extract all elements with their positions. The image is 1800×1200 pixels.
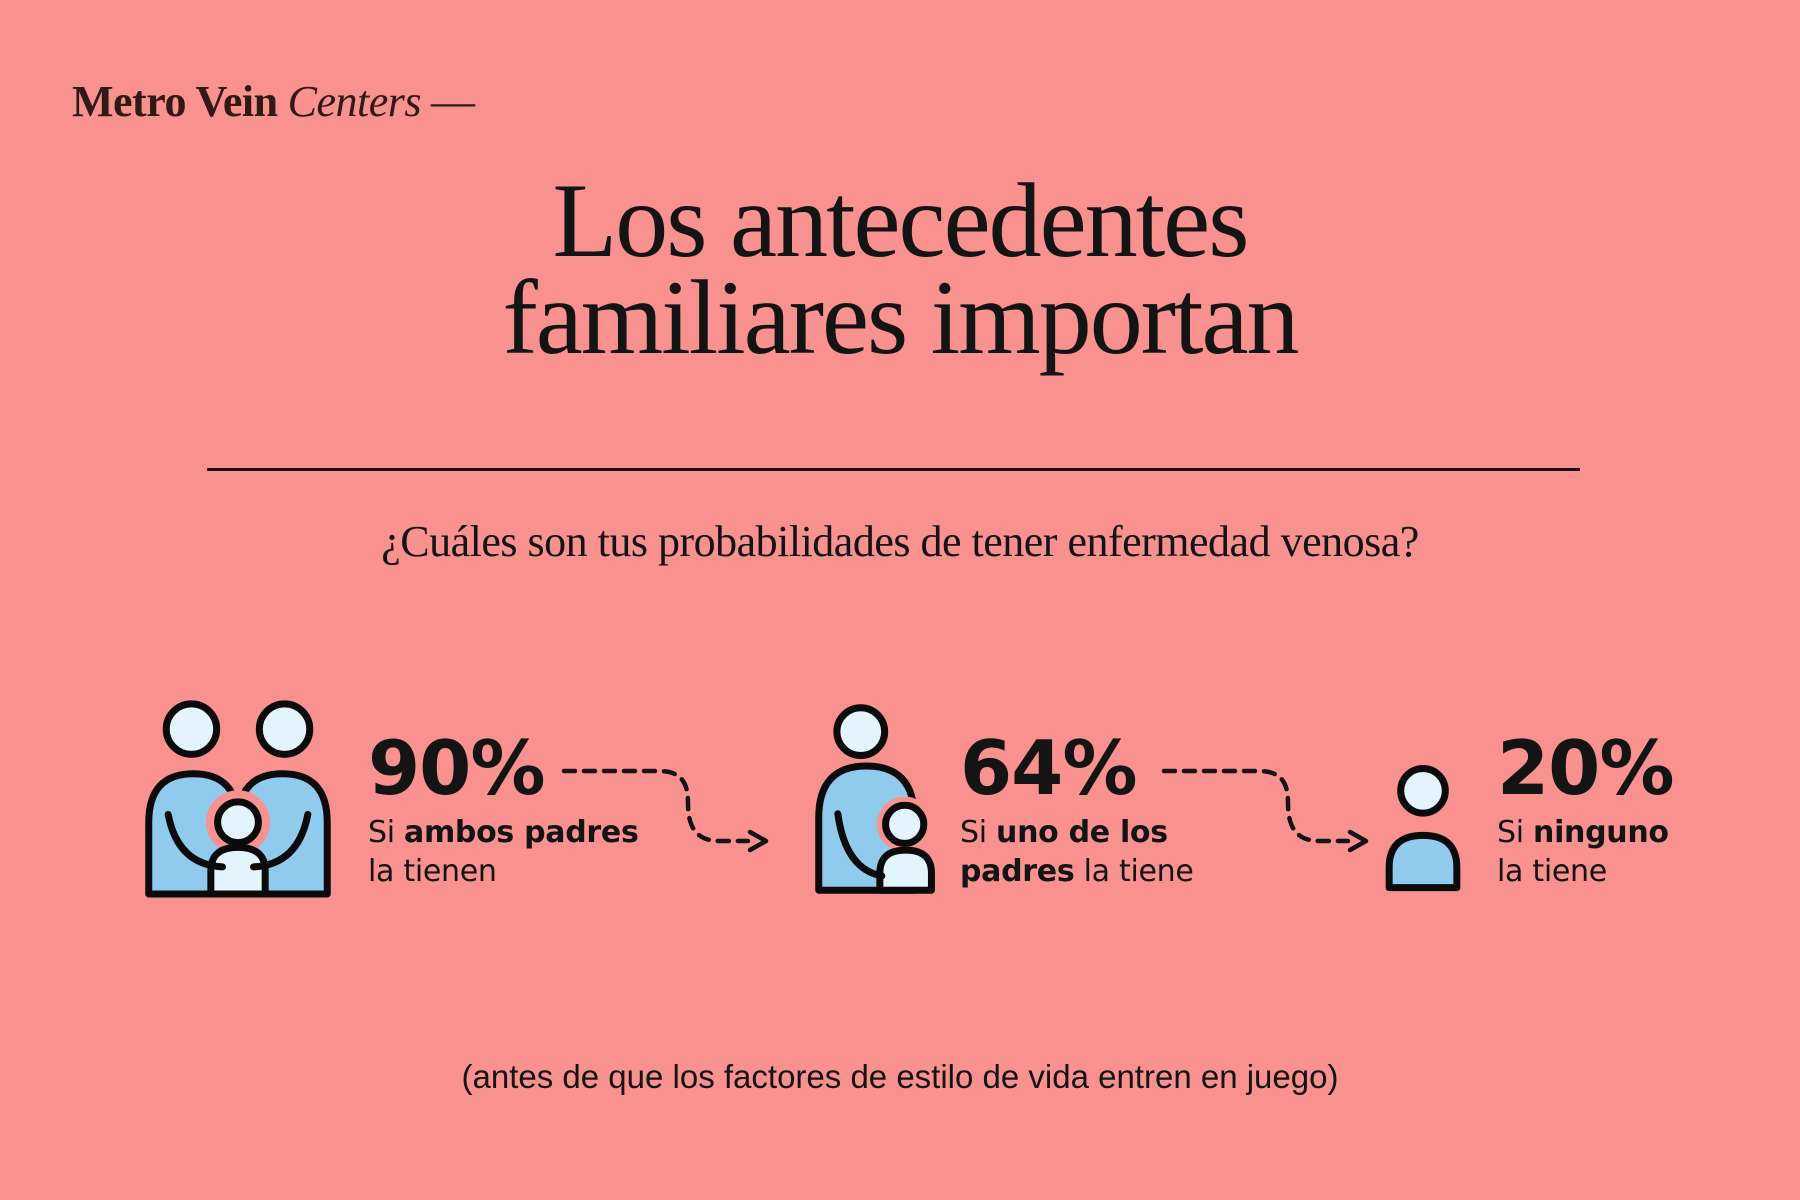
stat-label-text: Si — [960, 815, 997, 850]
brand-name-bold: Metro Vein — [72, 77, 278, 126]
brand-logo: Metro Vein Centers — — [72, 76, 475, 127]
person-icon — [1383, 760, 1463, 889]
stat-label-text: Si — [1497, 815, 1534, 850]
stat-label-text: la tiene — [1497, 854, 1607, 889]
stat-label: Si uno de los padres la tiene — [960, 813, 1194, 891]
page-title: Los antecedentes familiares importan — [0, 162, 1800, 376]
stat-label-text: la tienen — [368, 854, 497, 889]
parent-child-icon — [813, 703, 941, 894]
footnote-caption: (antes de que los factores de estilo de … — [461, 1058, 1339, 1095]
subtitle-question: ¿Cuáles son tus probabilidades de tener … — [381, 517, 1419, 566]
stat-label: Si ninguno la tiene — [1497, 813, 1674, 891]
stat-group-neither-parent: 20% Si ninguno la tiene — [1497, 724, 1675, 891]
brand-dash: — — [431, 77, 475, 126]
stat-label-bold: ambos padres — [404, 815, 639, 850]
page-title-line2: familiares importan — [502, 259, 1300, 376]
arrow-icon — [1161, 768, 1369, 853]
brand-name-italic: Centers — [287, 77, 422, 126]
stat-label-bold: uno de los — [996, 815, 1168, 850]
stat-label: Si ambos padres la tienen — [368, 813, 639, 891]
stat-group-both-parents: 90% Si ambos padres la tienen — [368, 727, 639, 891]
stat-value: 64% — [960, 724, 1138, 812]
stat-label-bold: ninguno — [1533, 815, 1669, 850]
stat-group-one-parent: 64% Si uno de los padres la tiene — [960, 727, 1194, 891]
stat-value: 90% — [368, 724, 546, 812]
stat-label-text: la tiene — [1074, 854, 1194, 889]
arrow-icon — [561, 768, 769, 853]
stat-value: 20% — [1497, 724, 1675, 812]
stat-label-text: Si — [368, 815, 405, 850]
stat-label-bold: padres — [960, 854, 1075, 889]
page-title-line1: Los antecedentes — [552, 162, 1250, 279]
family-icon — [141, 700, 335, 898]
title-divider — [207, 468, 1580, 471]
